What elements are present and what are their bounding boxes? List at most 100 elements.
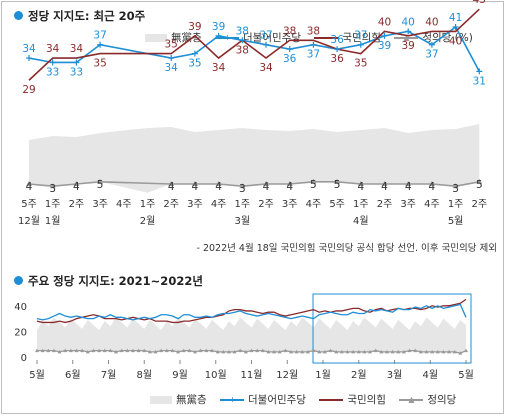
democratic-marker — [26, 55, 32, 62]
justice-marker — [136, 348, 141, 353]
justice-marker — [339, 349, 344, 354]
bottom-chart-title: 주요 정당 지지도: 2021~2022년 — [14, 273, 203, 289]
ppp-value-label: 40 — [378, 16, 391, 28]
justice-marker — [125, 348, 130, 353]
justice-marker — [277, 349, 282, 354]
y-tick-label: 20 — [14, 327, 27, 338]
justice-marker — [193, 349, 198, 354]
legend-unaffiliated-label: 無黨층 — [171, 32, 202, 44]
democratic-value-label: 35 — [188, 58, 201, 70]
justice-value-label: 4 — [381, 181, 388, 193]
unaffiliated-area — [37, 317, 466, 354]
justice-marker — [401, 349, 406, 354]
justice-marker — [97, 348, 102, 353]
justice-value-label: 4 — [357, 181, 364, 193]
month-tick-label: 5월 — [448, 215, 464, 227]
week-tick-label: 2주 — [163, 199, 179, 210]
bottom-legend: 無黨층 + 더불어민주당 국민의힘 ▲ 정의당 — [140, 392, 456, 407]
legend-justice-short-label: 정의당 — [427, 394, 457, 406]
justice-marker — [170, 348, 175, 353]
democratic-marker — [405, 28, 412, 35]
ppp-value-label: 35 — [165, 39, 178, 51]
democratic-marker — [49, 59, 56, 66]
line-triangle-swatch-icon: ▲ — [399, 394, 424, 406]
justice-value-label: 4 — [215, 181, 222, 193]
recent-highlight-box — [312, 293, 472, 364]
justice-marker — [390, 349, 395, 354]
justice-value-label: 3 — [452, 183, 459, 195]
week-tick-label: 3주 — [92, 199, 108, 210]
justice-marker — [311, 348, 316, 353]
legend-ppp-label: 국민의힘 — [347, 394, 386, 406]
democratic-value-label: 37 — [259, 30, 272, 42]
month-tick-label: 5월 — [458, 369, 474, 381]
justice-marker — [181, 348, 186, 353]
justice-value-label: 5 — [476, 179, 483, 191]
democratic-marker — [263, 41, 269, 48]
justice-marker — [142, 348, 147, 353]
month-tick-label: 8월 — [136, 369, 152, 381]
justice-marker — [102, 348, 107, 353]
week-tick-label: 1주 — [140, 199, 156, 210]
democratic-marker — [310, 41, 317, 48]
justice-value-label: 4 — [405, 181, 412, 193]
justice-marker — [418, 349, 423, 354]
justice-marker — [243, 349, 248, 354]
line-swatch-icon — [319, 394, 344, 406]
justice-marker — [286, 181, 293, 186]
justice-marker — [260, 348, 265, 353]
justice-marker — [334, 349, 339, 354]
week-tick-label: 4주 — [306, 199, 322, 210]
justice-marker — [283, 348, 288, 353]
justice-marker — [447, 349, 452, 354]
month-tick-label: 11월 — [241, 369, 263, 381]
ppp-value-label: 34 — [46, 43, 60, 55]
justice-marker — [215, 181, 222, 186]
democratic-marker — [428, 41, 435, 48]
legend-democratic-label: 더불어민주당 — [248, 394, 306, 406]
justice-marker — [51, 348, 56, 353]
legend-justice-bottom: ▲ 정의당 — [399, 392, 456, 407]
justice-marker — [198, 348, 203, 353]
justice-marker — [435, 349, 440, 354]
week-tick-label: 3주 — [187, 199, 203, 210]
justice-marker — [441, 349, 446, 354]
democratic-value-label: 39 — [378, 40, 391, 52]
month-tick-label: 7월 — [101, 369, 117, 381]
ppp-value-label: 38 — [283, 25, 296, 37]
ppp-line — [36, 298, 467, 324]
legend-unaffiliated-bottom: 無黨층 — [150, 392, 207, 407]
ppp-value-label: 36 — [330, 53, 344, 65]
justice-marker — [362, 349, 367, 354]
justice-marker — [396, 349, 401, 354]
justice-value-label: 5 — [97, 179, 104, 191]
justice-value-label: 4 — [168, 181, 175, 193]
week-tick-label: 2주 — [258, 199, 274, 210]
ppp-value-label: 29 — [22, 84, 35, 96]
justice-marker — [430, 349, 435, 354]
justice-marker — [289, 349, 294, 354]
justice-marker — [114, 349, 119, 354]
democratic-value-label: 41 — [449, 12, 462, 24]
legend-unaffiliated-label: 無黨층 — [176, 394, 207, 406]
justice-marker — [164, 348, 169, 353]
month-tick-label: 1월 — [315, 369, 331, 381]
justice-marker — [405, 181, 412, 186]
month-tick-label: 2월 — [351, 369, 367, 381]
democratic-marker — [97, 41, 104, 48]
justice-marker — [239, 183, 246, 189]
justice-marker — [68, 348, 73, 353]
justice-value-label: 4 — [73, 181, 80, 193]
justice-value-label: 4 — [26, 181, 33, 193]
justice-marker — [153, 349, 158, 354]
fill-swatch-icon — [145, 34, 167, 42]
justice-marker — [424, 349, 429, 354]
democratic-marker — [381, 32, 388, 39]
democratic-marker — [334, 46, 341, 53]
democratic-value-label: 33 — [46, 66, 59, 78]
justice-marker — [49, 183, 56, 189]
y-tick-label: 40 — [14, 302, 27, 313]
democratic-marker — [452, 23, 459, 30]
